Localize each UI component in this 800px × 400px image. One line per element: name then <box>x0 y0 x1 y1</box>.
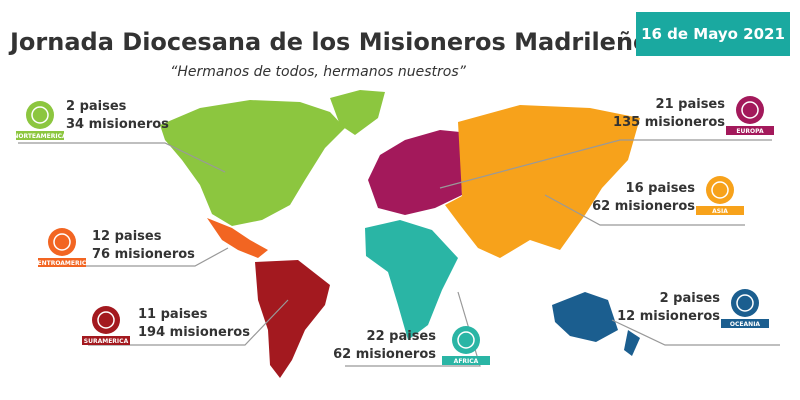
south-america <box>255 260 330 378</box>
badge-label: EUROPA <box>736 128 764 135</box>
badge-label-bg <box>721 319 769 328</box>
leader-line <box>611 319 780 346</box>
badge-icon <box>452 326 480 354</box>
missionaries: 76 misioneros <box>92 247 195 262</box>
badge-globe <box>711 181 729 199</box>
countries: 21 paises <box>656 97 726 112</box>
badge-label-bg <box>442 356 490 365</box>
date-box <box>636 12 790 56</box>
greenland <box>330 90 385 135</box>
badge-label-bg <box>16 131 64 140</box>
leader-line <box>88 299 289 346</box>
badge-label: ASIA <box>712 208 728 215</box>
north-america <box>160 100 345 226</box>
badge-globe <box>97 311 115 329</box>
africa <box>365 220 458 340</box>
leader-line <box>18 142 226 173</box>
badge-label-bg <box>726 126 774 135</box>
leader-line <box>42 247 229 267</box>
asia <box>445 105 640 258</box>
central-america <box>207 218 268 258</box>
badge-icon <box>731 289 759 317</box>
badge-label: SURAMERICA <box>84 338 129 345</box>
countries: 16 paises <box>626 181 696 196</box>
date: 16 de Mayo 2021 <box>641 25 785 43</box>
leader-line <box>345 291 481 367</box>
badge-icon <box>706 176 734 204</box>
badge-label-bg <box>38 258 86 267</box>
countries: 11 paises <box>138 307 208 322</box>
badge-label: NORTEAMERICA <box>13 133 67 140</box>
missionaries: 135 misioneros <box>613 115 725 130</box>
countries: 22 paises <box>367 329 437 344</box>
missionaries: 62 misioneros <box>333 347 436 362</box>
badge-label: CENTROAMERICA <box>33 260 91 267</box>
badge-globe <box>736 294 754 312</box>
missionaries: 194 misioneros <box>138 325 250 340</box>
badge-globe <box>31 106 49 124</box>
europe <box>368 130 462 215</box>
new-zealand <box>624 330 640 356</box>
countries: 2 paises <box>66 99 127 114</box>
badge-icon <box>736 96 764 124</box>
badge-label-bg <box>696 206 744 215</box>
badge-globe <box>457 331 475 349</box>
badge-globe <box>741 101 759 119</box>
missionaries: 12 misioneros <box>617 309 720 324</box>
leader-line <box>544 194 745 226</box>
regions: NORTEAMERICA 2 paises 34 misioneros CENTROA… <box>13 96 780 367</box>
badge-icon <box>48 228 76 256</box>
badge-globe <box>53 233 71 251</box>
countries: 12 paises <box>92 229 162 244</box>
missionaries: 62 misioneros <box>592 199 695 214</box>
badge-label-bg <box>82 336 130 345</box>
badge-label: OCEANIA <box>730 321 761 328</box>
countries: 2 paises <box>660 291 721 306</box>
badge-icon <box>26 101 54 129</box>
badge-icon <box>92 306 120 334</box>
oceania <box>552 292 618 342</box>
leader-line <box>439 139 772 189</box>
missionaries: 34 misioneros <box>66 117 169 132</box>
world-map <box>160 90 640 378</box>
subtitle: “Hermanos de todos, hermanos nuestros” <box>170 64 467 80</box>
title: Jornada Diocesana de los Misioneros Madr… <box>8 28 664 56</box>
badge-label: AFRICA <box>454 358 479 365</box>
